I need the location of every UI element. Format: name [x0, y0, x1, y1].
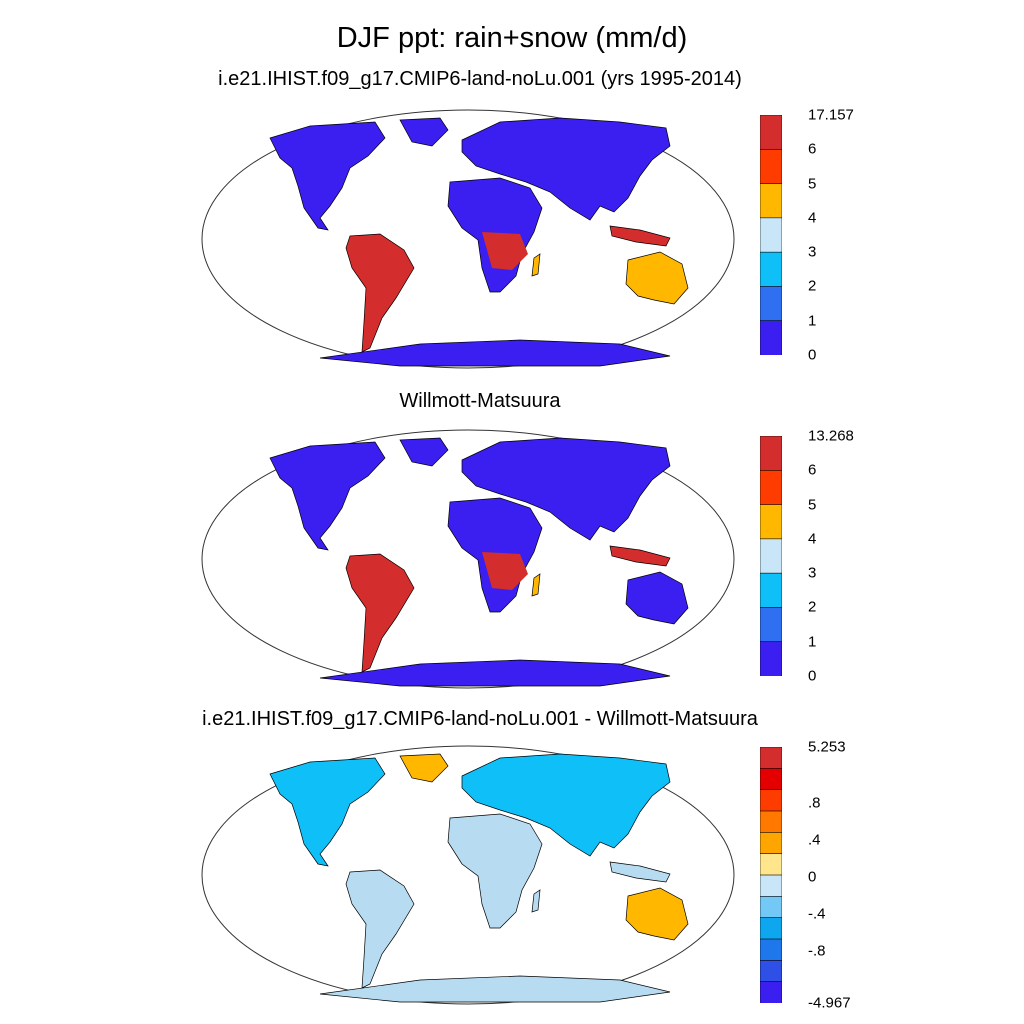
- continent-south-america: [345, 869, 415, 989]
- continent-australia: [625, 251, 689, 305]
- colorbar-swatch: [760, 572, 782, 609]
- continent-greenland: [399, 117, 449, 147]
- colorbar-tick-label: 0: [808, 346, 817, 364]
- colorbar-tick-label: 5: [808, 175, 817, 193]
- continent-madagascar: [531, 573, 541, 597]
- colorbar-swatch: [760, 148, 782, 185]
- colorbar-tick-label: .8: [808, 794, 821, 812]
- colorbar-tick-label: 4: [808, 530, 817, 548]
- colorbar-tick-label: 0: [808, 667, 817, 685]
- colorbar-swatch: [760, 286, 782, 322]
- continent-greenland: [399, 753, 449, 783]
- colorbar-tick-label: 0: [808, 868, 817, 886]
- colorbar-tick-label: 3: [808, 243, 817, 261]
- continent-north-america: [269, 121, 386, 231]
- colorbar-tick-label: -.4: [808, 905, 826, 923]
- colorbar-swatch: [760, 747, 782, 770]
- continent-madagascar: [531, 253, 541, 277]
- colorbar-tick-label: 1: [808, 312, 817, 330]
- continent-europe-asia: [461, 437, 671, 541]
- colorbar-tick-label: 2: [808, 277, 817, 295]
- panel-1-title: i.e21.IHIST.f09_g17.CMIP6-land-noLu.001 …: [218, 68, 742, 90]
- colorbar-swatch: [760, 251, 782, 288]
- colorbar-tick-label: -.8: [808, 942, 826, 960]
- continent-greenland: [399, 437, 449, 467]
- panel-2-colorbar: 13.268 6 5 4 3 2 1 0: [760, 428, 854, 685]
- panel-3-title: i.e21.IHIST.f09_g17.CMIP6-land-noLu.001 …: [202, 708, 758, 730]
- colorbar-tick-label: 1: [808, 633, 817, 651]
- continent-antarctica: [319, 975, 671, 1003]
- continent-indonesia: [609, 861, 671, 883]
- colorbar-swatch: [760, 115, 782, 151]
- continent-antarctica: [319, 659, 671, 687]
- colorbar-swatch: [760, 853, 782, 876]
- colorbar-swatch: [760, 917, 782, 940]
- colorbar-tick-label: 4: [808, 209, 817, 227]
- colorbar-swatch: [760, 810, 782, 834]
- colorbar-tick-label: 6: [808, 140, 817, 158]
- colorbar-tick-label: 6: [808, 461, 817, 479]
- colorbar-tick-label: 2: [808, 598, 817, 616]
- continent-australia: [625, 887, 689, 941]
- panel-2-map: [200, 428, 736, 690]
- colorbar-swatch: [760, 217, 782, 253]
- continent-indonesia: [609, 545, 671, 567]
- panel-3-map: [200, 744, 736, 1006]
- continent-australia: [625, 571, 689, 625]
- figure-title: DJF ppt: rain+snow (mm/d): [336, 22, 688, 54]
- panel-2-colorbar-max-label: 13.268: [808, 427, 854, 445]
- colorbar-swatch: [760, 832, 782, 855]
- colorbar-tick-label: .4: [808, 831, 821, 849]
- continent-north-america: [269, 757, 386, 867]
- continent-antarctica: [319, 339, 671, 367]
- panel-3-colorbar-max-label: 5.253: [808, 738, 846, 756]
- panel-3-colorbar: 5.253 .8 .4 0 -.4 -.8 -4.967: [760, 739, 851, 1012]
- continent-south-america: [345, 233, 415, 353]
- continent-north-america: [269, 441, 386, 551]
- colorbar-swatch: [760, 938, 782, 962]
- continent-africa-wet-zone: [482, 552, 528, 590]
- continent-africa-wet-zone: [482, 232, 528, 270]
- colorbar-swatch: [760, 538, 782, 574]
- colorbar-swatch: [760, 789, 782, 812]
- panel-1-map: [200, 108, 736, 370]
- colorbar-tick-label: 5: [808, 496, 817, 514]
- colorbar-swatch: [760, 960, 782, 983]
- colorbar-swatch: [760, 981, 782, 1003]
- continent-europe-asia: [461, 117, 671, 221]
- continent-europe-asia: [461, 753, 671, 857]
- colorbar-swatch: [760, 874, 782, 898]
- colorbar-swatch: [760, 896, 782, 919]
- colorbar-swatch: [760, 504, 782, 540]
- colorbar-tick-label: 3: [808, 564, 817, 582]
- continent-south-america: [345, 553, 415, 673]
- colorbar-swatch: [760, 768, 782, 791]
- colorbar-swatch: [760, 183, 782, 219]
- colorbar-swatch: [760, 607, 782, 643]
- continent-africa: [447, 813, 543, 929]
- colorbar-swatch: [760, 469, 782, 506]
- panel-2-title: Willmott-Matsuura: [399, 390, 561, 412]
- panel-1-colorbar-max-label: 17.157: [808, 106, 854, 124]
- colorbar-swatch: [760, 320, 782, 355]
- panel-1-colorbar: 17.157 6 5 4 3 2 1 0: [760, 107, 854, 364]
- colorbar-swatch: [760, 436, 782, 472]
- colorbar-swatch: [760, 641, 782, 676]
- colorbar-tick-label: -4.967: [808, 994, 851, 1012]
- continent-madagascar: [531, 889, 541, 913]
- continent-indonesia: [609, 225, 671, 247]
